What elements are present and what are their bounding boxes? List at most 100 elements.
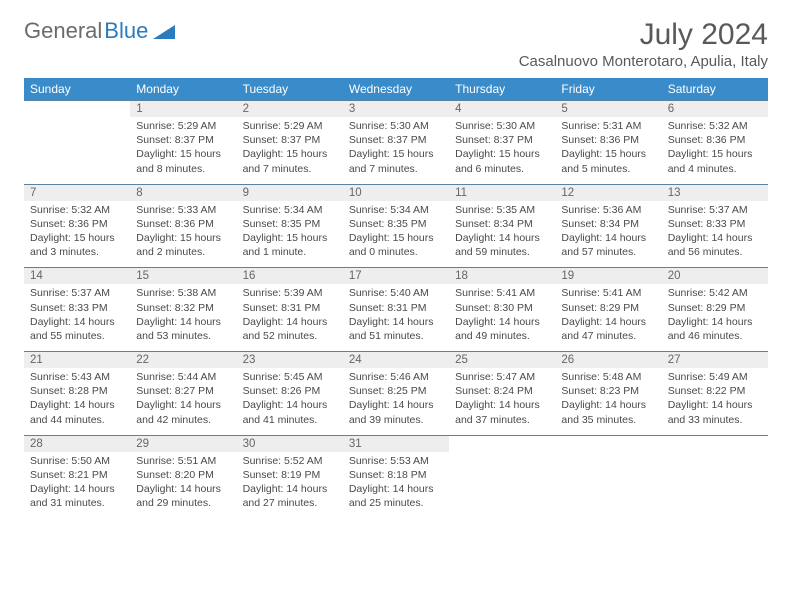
day-number-cell: 11 [449,184,555,201]
day-info-line: Sunrise: 5:47 AM [455,370,549,384]
day-info-line: Daylight: 14 hours [349,482,443,496]
day-content-cell: Sunrise: 5:38 AMSunset: 8:32 PMDaylight:… [130,284,236,351]
day-info-line: and 1 minute. [243,245,337,259]
calendar-table: Sunday Monday Tuesday Wednesday Thursday… [24,78,768,518]
day-info-line: Sunset: 8:36 PM [668,133,762,147]
day-info-line: Daylight: 14 hours [243,315,337,329]
day-number-cell: 21 [24,352,130,369]
day-info-line: Sunset: 8:29 PM [668,301,762,315]
weekday-header: Wednesday [343,78,449,101]
day-content-cell: Sunrise: 5:32 AMSunset: 8:36 PMDaylight:… [24,201,130,268]
day-content-cell: Sunrise: 5:50 AMSunset: 8:21 PMDaylight:… [24,452,130,519]
day-info-line: Daylight: 14 hours [30,315,124,329]
day-content-cell: Sunrise: 5:52 AMSunset: 8:19 PMDaylight:… [237,452,343,519]
calendar-page: GeneralBlue July 2024 Casalnuovo Montero… [0,0,792,536]
day-number-cell: 1 [130,101,236,118]
day-content-cell: Sunrise: 5:41 AMSunset: 8:29 PMDaylight:… [555,284,661,351]
day-number-cell: 23 [237,352,343,369]
day-info-line: Daylight: 14 hours [136,315,230,329]
day-number-row: 123456 [24,101,768,118]
day-info-line: and 7 minutes. [243,162,337,176]
day-info-line: and 3 minutes. [30,245,124,259]
logo-triangle-icon [153,23,175,39]
day-info-line: Sunrise: 5:39 AM [243,286,337,300]
weekday-header: Monday [130,78,236,101]
day-number-cell: 4 [449,101,555,118]
day-info-line: and 42 minutes. [136,413,230,427]
day-content-cell: Sunrise: 5:30 AMSunset: 8:37 PMDaylight:… [343,117,449,184]
day-number-cell: 12 [555,184,661,201]
day-info-line: Sunset: 8:35 PM [349,217,443,231]
day-info-line: and 2 minutes. [136,245,230,259]
day-info-line: Daylight: 14 hours [349,315,443,329]
day-info-line: Daylight: 14 hours [136,398,230,412]
day-info-line: Sunrise: 5:43 AM [30,370,124,384]
day-info-line: Sunset: 8:30 PM [455,301,549,315]
day-info-line: Sunset: 8:33 PM [668,217,762,231]
day-info-line: Daylight: 14 hours [668,315,762,329]
day-number-cell [555,435,661,452]
day-content-cell: Sunrise: 5:31 AMSunset: 8:36 PMDaylight:… [555,117,661,184]
day-number-cell: 24 [343,352,449,369]
day-info-line: Sunset: 8:22 PM [668,384,762,398]
day-number-row: 28293031 [24,435,768,452]
day-info-line: Daylight: 15 hours [668,147,762,161]
day-content-row: Sunrise: 5:32 AMSunset: 8:36 PMDaylight:… [24,201,768,268]
day-number-cell: 28 [24,435,130,452]
day-number-cell: 13 [662,184,768,201]
day-content-cell: Sunrise: 5:40 AMSunset: 8:31 PMDaylight:… [343,284,449,351]
day-content-cell: Sunrise: 5:37 AMSunset: 8:33 PMDaylight:… [24,284,130,351]
day-info-line: Sunrise: 5:51 AM [136,454,230,468]
day-info-line: Daylight: 15 hours [243,231,337,245]
day-number-cell: 30 [237,435,343,452]
day-info-line: and 6 minutes. [455,162,549,176]
day-content-cell: Sunrise: 5:49 AMSunset: 8:22 PMDaylight:… [662,368,768,435]
day-number-cell: 15 [130,268,236,285]
weekday-header-row: Sunday Monday Tuesday Wednesday Thursday… [24,78,768,101]
day-info-line: Daylight: 15 hours [30,231,124,245]
day-info-line: Sunrise: 5:31 AM [561,119,655,133]
day-number-row: 78910111213 [24,184,768,201]
day-content-cell: Sunrise: 5:34 AMSunset: 8:35 PMDaylight:… [237,201,343,268]
day-info-line: Sunset: 8:24 PM [455,384,549,398]
day-info-line: and 53 minutes. [136,329,230,343]
day-number-cell: 7 [24,184,130,201]
day-info-line: Daylight: 15 hours [136,231,230,245]
day-info-line: and 41 minutes. [243,413,337,427]
day-info-line: Sunrise: 5:53 AM [349,454,443,468]
day-info-line: Sunset: 8:26 PM [243,384,337,398]
day-info-line: Sunrise: 5:34 AM [243,203,337,217]
day-info-line: Sunset: 8:21 PM [30,468,124,482]
day-content-row: Sunrise: 5:43 AMSunset: 8:28 PMDaylight:… [24,368,768,435]
day-info-line: Sunset: 8:31 PM [243,301,337,315]
day-info-line: Daylight: 14 hours [349,398,443,412]
weekday-header: Friday [555,78,661,101]
day-info-line: Sunset: 8:29 PM [561,301,655,315]
day-info-line: and 49 minutes. [455,329,549,343]
day-info-line: Sunset: 8:36 PM [30,217,124,231]
day-info-line: Sunset: 8:32 PM [136,301,230,315]
day-info-line: Daylight: 14 hours [668,398,762,412]
day-info-line: Sunrise: 5:41 AM [561,286,655,300]
day-content-row: Sunrise: 5:37 AMSunset: 8:33 PMDaylight:… [24,284,768,351]
day-info-line: Sunset: 8:25 PM [349,384,443,398]
day-info-line: Sunset: 8:18 PM [349,468,443,482]
day-content-cell: Sunrise: 5:43 AMSunset: 8:28 PMDaylight:… [24,368,130,435]
day-info-line: Daylight: 14 hours [455,398,549,412]
day-number-cell: 2 [237,101,343,118]
day-info-line: and 56 minutes. [668,245,762,259]
logo: GeneralBlue [24,18,175,44]
day-info-line: Daylight: 14 hours [30,482,124,496]
day-info-line: and 37 minutes. [455,413,549,427]
day-info-line: and 59 minutes. [455,245,549,259]
day-info-line: and 0 minutes. [349,245,443,259]
day-info-line: Sunrise: 5:33 AM [136,203,230,217]
day-info-line: Sunrise: 5:38 AM [136,286,230,300]
day-info-line: and 33 minutes. [668,413,762,427]
day-info-line: Sunset: 8:33 PM [30,301,124,315]
day-content-cell: Sunrise: 5:41 AMSunset: 8:30 PMDaylight:… [449,284,555,351]
day-info-line: Sunset: 8:36 PM [561,133,655,147]
day-info-line: and 57 minutes. [561,245,655,259]
day-info-line: and 5 minutes. [561,162,655,176]
day-info-line: and 35 minutes. [561,413,655,427]
